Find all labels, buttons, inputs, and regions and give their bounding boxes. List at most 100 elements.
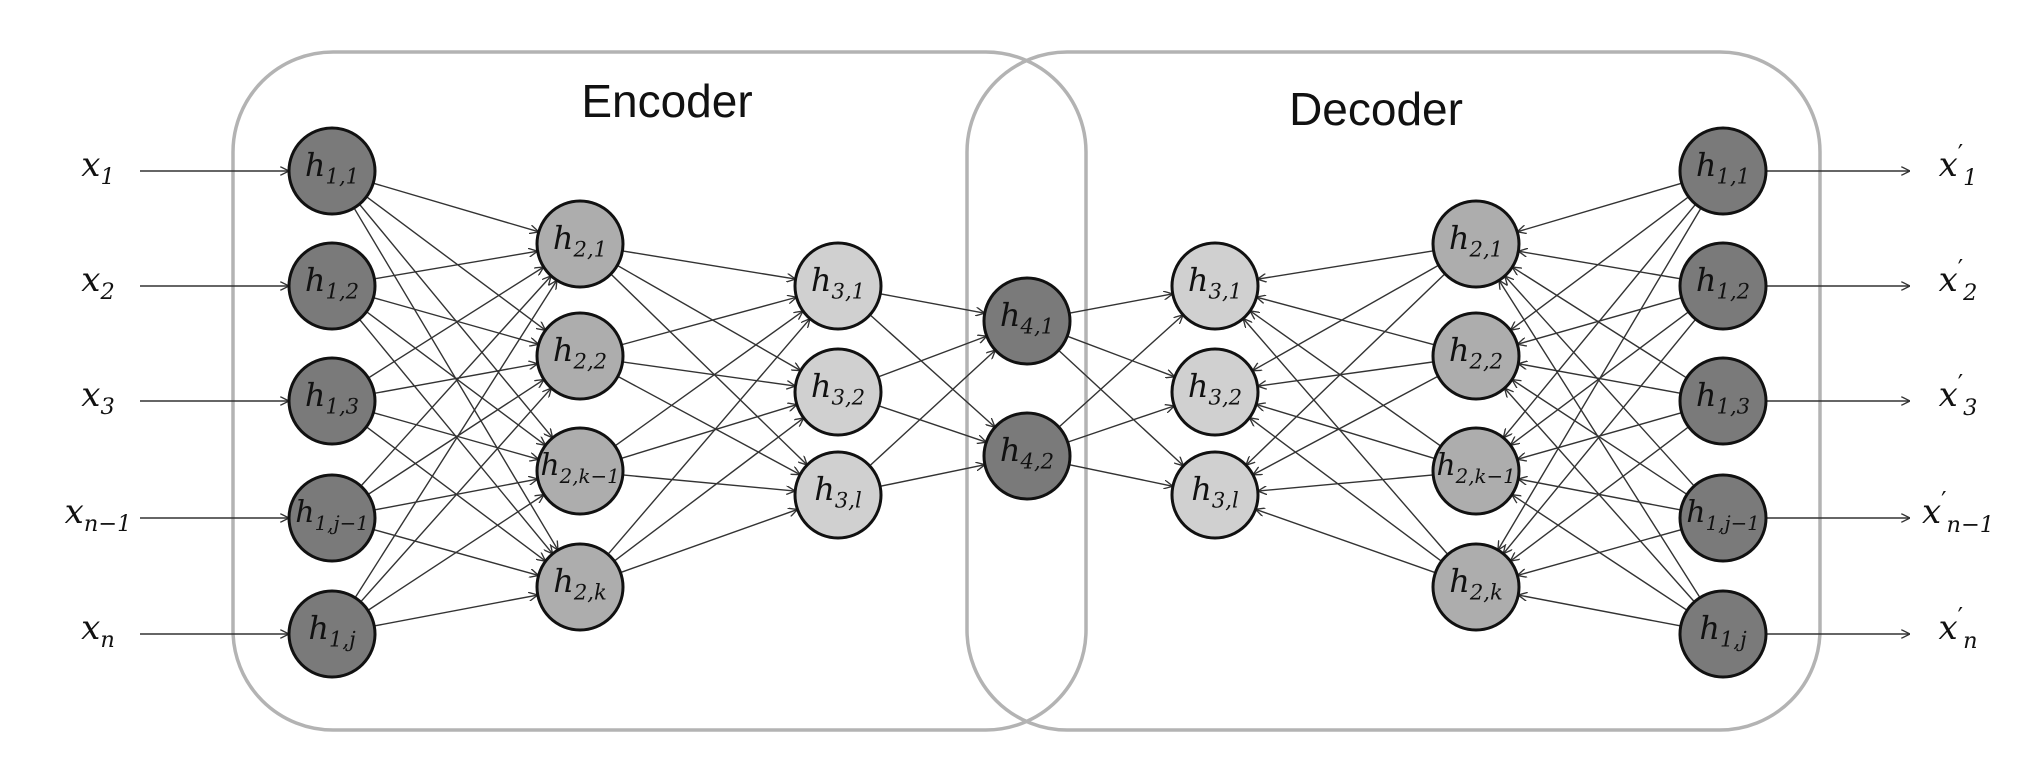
input-label-1: x1 xyxy=(81,145,114,190)
input-label-n-1: xn−1 xyxy=(65,492,132,537)
edge-code-2-dec3-1 xyxy=(1058,315,1183,428)
edge-enc1-3-enc2-2 xyxy=(374,364,537,395)
edge-enc3-2-code-1 xyxy=(878,336,986,378)
node-dec2-h-2-k-1: h2,k−1 xyxy=(1431,426,1521,516)
output-label-1: x′1 xyxy=(1939,140,1978,191)
edge-enc3-2-code-2 xyxy=(878,405,987,442)
node-label: h1,1 xyxy=(305,146,359,189)
node-label: h1,1 xyxy=(1696,146,1750,189)
edge-dec2-4-dec1-4 xyxy=(1517,528,1682,576)
edge-enc3-1-code-1 xyxy=(880,293,984,313)
node-label: h3,l xyxy=(1191,470,1239,513)
edge-dec2-2-dec1-1 xyxy=(1510,196,1690,330)
edge-enc2-2-enc3-3 xyxy=(617,375,800,474)
edge-enc2-2-enc3-2 xyxy=(622,361,796,386)
edge-enc1-3-enc2-3 xyxy=(373,412,538,460)
neuron-circle xyxy=(793,450,883,540)
node-label: h2,1 xyxy=(1449,219,1503,262)
neuron-circle xyxy=(1678,126,1768,216)
output-label-3: x′3 xyxy=(1939,370,1978,421)
edge-code-1-dec3-3 xyxy=(1058,349,1184,466)
edge-enc2-2-enc3-1 xyxy=(621,297,796,346)
node-enc1-h-1-j: h1,j xyxy=(287,589,377,679)
neuron-circle xyxy=(982,411,1072,501)
edge-enc1-3-enc2-1 xyxy=(367,267,543,379)
node-enc1-h-1-1: h1,1 xyxy=(287,126,377,216)
node-label: h1,j xyxy=(308,609,356,652)
node-enc3-h-3-2: h3,2 xyxy=(793,347,883,437)
edge-enc3-1-code-2 xyxy=(869,314,995,427)
edge-dec3-2-dec2-1 xyxy=(1252,264,1439,371)
edge-enc2-4-enc3-2 xyxy=(613,418,803,562)
edge-enc1-2-enc2-1 xyxy=(374,251,537,280)
edge-dec2-1-dec1-1 xyxy=(1517,182,1682,232)
edge-dec3-2-dec2-3 xyxy=(1256,404,1436,460)
node-enc1-h-1-2: h1,2 xyxy=(287,241,377,331)
node-enc1-h-1-j-1: h1,j−1 xyxy=(287,473,377,563)
input-label-2: x2 xyxy=(81,260,114,305)
neuron-circle xyxy=(535,542,625,632)
edge-dec2-4-dec1-5 xyxy=(1518,595,1681,627)
edge-dec3-1-dec2-2 xyxy=(1257,297,1435,346)
edge-dec2-1-dec1-3 xyxy=(1512,267,1688,379)
node-label: h2,2 xyxy=(553,331,607,374)
edge-dec3-1-dec2-4 xyxy=(1243,318,1449,555)
edge-dec2-4-dec1-1 xyxy=(1498,207,1702,550)
edge-dec2-1-dec1-5 xyxy=(1499,280,1701,599)
input-label-3: x3 xyxy=(81,375,114,420)
edge-enc2-3-enc3-2 xyxy=(620,405,797,460)
edge-enc2-1-enc3-2 xyxy=(616,264,800,370)
neuron-circle xyxy=(1678,473,1768,563)
regions: Encoder Decoder xyxy=(231,50,1822,732)
edge-dec2-1-dec1-2 xyxy=(1518,251,1681,280)
node-label: h2,2 xyxy=(1449,331,1503,374)
neuron-circle xyxy=(1678,241,1768,331)
neuron-circle xyxy=(1431,199,1521,289)
neuron-circle xyxy=(793,241,883,331)
node-label: h1,3 xyxy=(305,376,359,419)
node-dec3-h-3-l: h3,l xyxy=(1170,450,1260,540)
node-label: h2,k−1 xyxy=(540,448,619,487)
output-label-n-1: x′n−1 xyxy=(1922,487,1994,538)
neuron-circle xyxy=(535,199,625,289)
edge-dec2-3-dec1-1 xyxy=(1503,203,1697,438)
node-enc2-h-2-k: h2,k xyxy=(535,542,625,632)
node-dec1-h-1-3: h1,3 xyxy=(1678,356,1768,446)
edge-dec3-2-dec2-2 xyxy=(1258,361,1434,386)
encoder-region xyxy=(231,50,1088,732)
decoder-region xyxy=(965,50,1822,732)
decoder-title: Decoder xyxy=(1289,83,1463,135)
neuron-circle xyxy=(1431,426,1521,516)
node-dec1-h-1-j: h1,j xyxy=(1678,589,1768,679)
edge-dec3-3-dec2-3 xyxy=(1258,474,1434,491)
node-dec1-h-1-1: h1,1 xyxy=(1678,126,1768,216)
edge-enc1-4-enc2-1 xyxy=(360,276,551,487)
neuron-circle xyxy=(1170,450,1260,540)
neurons: h1,1 h1,2 h1,3 h1,j−1 h1,j h2,1 h2,2 h2,k−1 h2,k… xyxy=(287,126,1768,679)
node-label: h3,1 xyxy=(1188,261,1242,304)
node-label: h1,3 xyxy=(1696,376,1750,419)
edge-enc1-5-enc2-2 xyxy=(360,388,552,603)
output-label-n: x′n xyxy=(1938,603,1977,654)
neuron-circle xyxy=(982,276,1072,366)
edge-enc1-2-enc2-2 xyxy=(373,297,538,345)
neuron-circle xyxy=(1678,589,1768,679)
edge-dec3-3-dec2-1 xyxy=(1246,273,1446,465)
node-code-h-4-2: h4,2 xyxy=(982,411,1072,501)
edge-code-1-dec3-1 xyxy=(1069,294,1172,314)
node-label: h3,1 xyxy=(811,261,865,304)
edge-enc1-1-enc2-2 xyxy=(366,196,545,331)
neuron-circle xyxy=(1170,241,1260,331)
edge-dec3-3-dec2-4 xyxy=(1256,509,1436,574)
edge-enc2-3-enc3-1 xyxy=(614,311,803,447)
node-enc2-h-2-1: h2,1 xyxy=(535,199,625,289)
edge-enc2-1-enc3-3 xyxy=(610,273,807,465)
node-dec2-h-2-1: h2,1 xyxy=(1431,199,1521,289)
edge-dec3-1-dec2-3 xyxy=(1250,311,1442,447)
edge-dec3-2-dec2-4 xyxy=(1249,418,1442,562)
node-label: h1,2 xyxy=(1696,261,1750,304)
edge-dec2-4-dec1-2 xyxy=(1503,318,1697,554)
neuron-circle xyxy=(287,241,377,331)
edge-enc1-4-enc2-2 xyxy=(367,380,544,496)
node-enc3-h-3-l: h3,l xyxy=(793,450,883,540)
